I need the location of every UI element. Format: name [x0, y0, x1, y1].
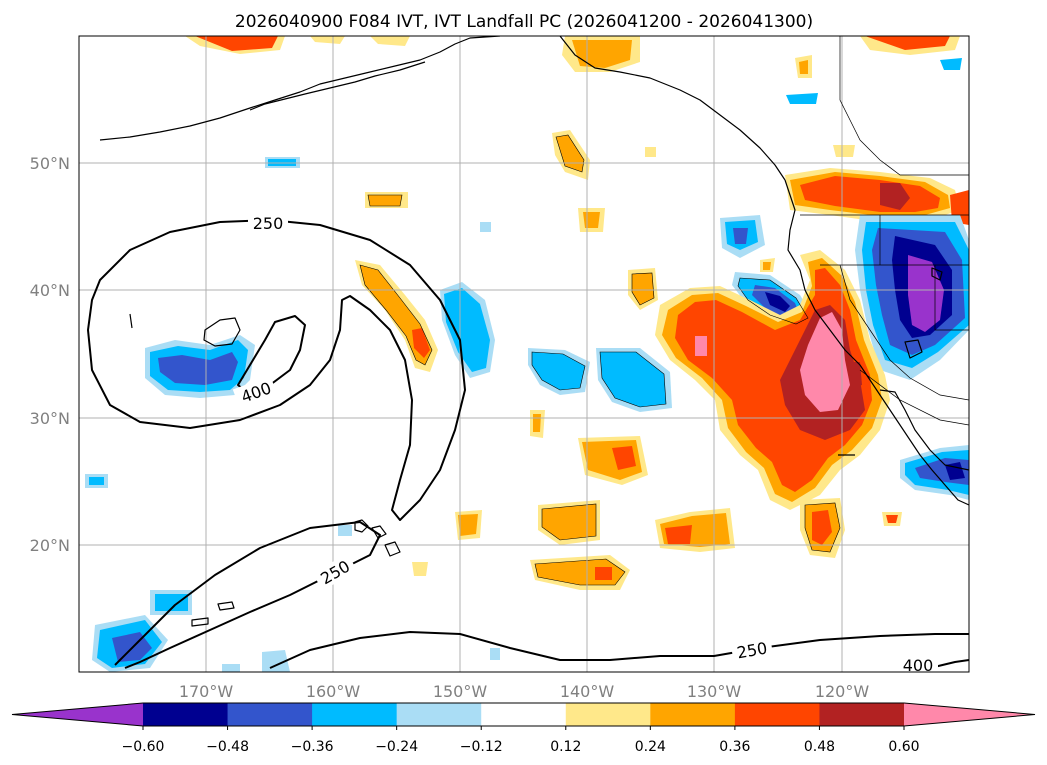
- colorbar-tick-label: 0.24: [635, 739, 666, 755]
- lon-tick-170W: 170°W: [179, 682, 234, 701]
- lon-tick-150W: 150°W: [433, 682, 488, 701]
- colorbar-tick-label: 0.12: [550, 739, 581, 755]
- contour-labels: 250 400 250 250 400: [232, 213, 938, 675]
- colorbar-tick-label: 0.60: [888, 739, 919, 755]
- lat-tick-40N: 40°N: [30, 281, 70, 300]
- contour-label-250-north: 250: [253, 214, 284, 233]
- lon-tick-120W: 120°W: [815, 682, 870, 701]
- colorbar-segment: [481, 703, 567, 726]
- borders: [800, 36, 969, 426]
- colorbar-tick-label: −0.12: [460, 739, 503, 755]
- colorbar: −0.60 −0.48 −0.36 −0.24 −0.12 0.12 0.24 0.36 0.4…: [11, 702, 1036, 755]
- colorbar-segment: [312, 703, 398, 726]
- colorbar-tick-label: −0.48: [206, 739, 249, 755]
- colorbar-segment: [650, 703, 736, 726]
- map-gridlines: [79, 36, 969, 672]
- colorbar-segment: [565, 703, 651, 726]
- coastlines: [99, 36, 969, 627]
- figure-title: 2026040900 F084 IVT, IVT Landfall PC (20…: [235, 12, 813, 32]
- lon-tick-130W: 130°W: [687, 682, 742, 701]
- lon-tick-140W: 140°W: [560, 682, 615, 701]
- lat-tick-30N: 30°N: [30, 409, 70, 428]
- colorbar-segment: [819, 703, 905, 726]
- lat-tick-labels: 50°N 40°N 30°N 20°N: [30, 154, 70, 555]
- colorbar-segment: [734, 703, 820, 726]
- map-frame: [78, 35, 970, 673]
- colorbar-tick-label: 0.48: [804, 739, 835, 755]
- contour-label-400-south: 400: [903, 656, 934, 675]
- colorbar-tick-label: 0.36: [719, 739, 750, 755]
- map-panel: 250 400 250 250 400: [79, 36, 969, 675]
- lon-tick-labels: 170°W 160°W 150°W 140°W 130°W 120°W: [179, 682, 870, 701]
- lon-tick-160W: 160°W: [306, 682, 361, 701]
- colorbar-segment: [227, 703, 313, 726]
- lat-tick-20N: 20°N: [30, 536, 70, 555]
- colorbar-tick-label: −0.36: [291, 739, 334, 755]
- pc-contour-lines: [359, 134, 841, 586]
- ivt-anomaly-fill: [85, 36, 969, 672]
- colorbar-tick-label: −0.60: [122, 739, 165, 755]
- colorbar-segment: [396, 703, 482, 726]
- colorbar-segment: [143, 703, 229, 726]
- colorbar-extend-low: [12, 703, 143, 726]
- colorbar-tick-label: −0.24: [375, 739, 418, 755]
- lat-tick-50N: 50°N: [30, 154, 70, 173]
- colorbar-extend-high: [904, 703, 1035, 726]
